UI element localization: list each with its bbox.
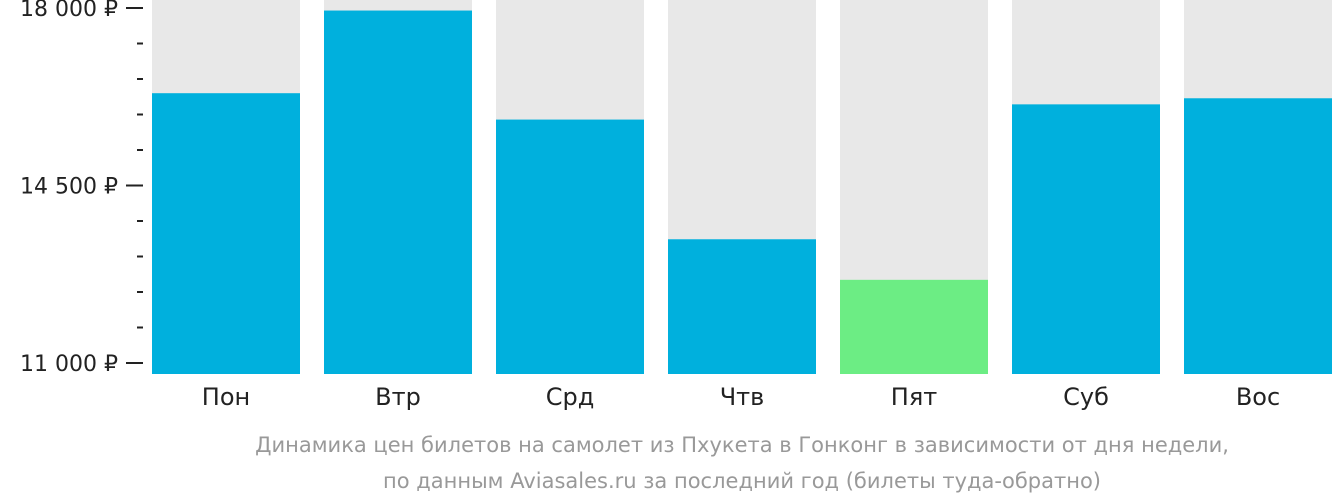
y-axis: 18 000 ₽ 14 500 ₽ 11 000 ₽ xyxy=(20,0,143,377)
y-tick-label-3: 11 000 ₽ xyxy=(20,352,118,377)
bar-2[interactable] xyxy=(324,10,472,375)
x-tick-label-5: Пят xyxy=(891,383,937,411)
x-tick-label-7: Вос xyxy=(1236,383,1280,411)
caption-line-2: по данным Aviasales.ru за последний год … xyxy=(383,469,1101,493)
bar-1[interactable] xyxy=(152,93,300,374)
bar-6[interactable] xyxy=(1012,104,1160,374)
y-tick-label-1: 18 000 ₽ xyxy=(20,0,118,22)
x-tick-label-4: Чтв xyxy=(720,383,765,411)
x-tick-label-3: Срд xyxy=(546,383,595,411)
x-tick-label-6: Суб xyxy=(1063,383,1109,411)
bar-5[interactable] xyxy=(840,279,988,374)
x-axis-labels: Пон Втр Срд Чтв Пят Суб Вос xyxy=(202,383,1280,411)
bar-3[interactable] xyxy=(496,119,644,374)
x-tick-label-1: Пон xyxy=(202,383,250,411)
bar-4[interactable] xyxy=(668,239,816,374)
caption-line-1: Динамика цен билетов на самолет из Пхуке… xyxy=(255,433,1229,457)
y-tick-label-2: 14 500 ₽ xyxy=(20,175,118,200)
bars-group xyxy=(152,0,1332,375)
bar-7[interactable] xyxy=(1184,98,1332,375)
x-tick-label-2: Втр xyxy=(375,383,421,411)
